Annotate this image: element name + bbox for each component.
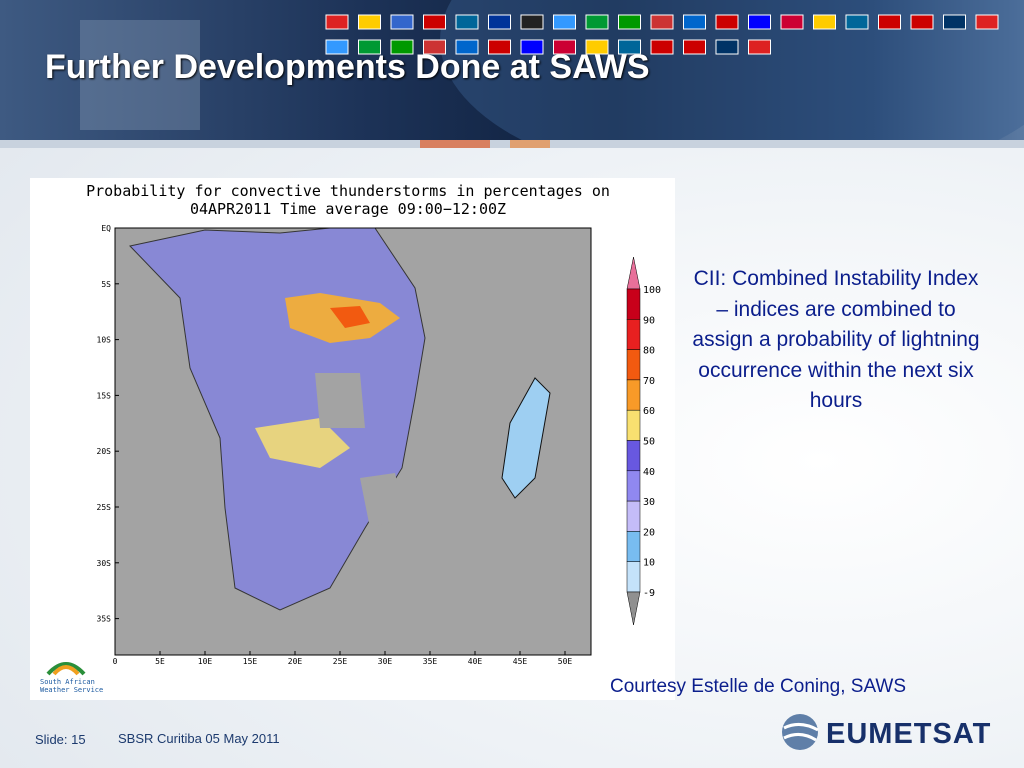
footer-event: SBSR Curitiba 05 May 2011	[118, 731, 280, 746]
header-art	[0, 0, 1024, 190]
flag	[390, 14, 414, 30]
saws-logo-text: Weather Service	[40, 686, 103, 694]
colorbar-segment	[626, 319, 641, 350]
lon-label: 15E	[243, 657, 258, 666]
flag	[488, 14, 511, 30]
colorbar-label: 80	[643, 346, 655, 357]
lon-label: 40E	[468, 657, 483, 666]
flag	[780, 14, 804, 30]
madagascar	[501, 377, 551, 499]
colorbar-label: 10	[643, 558, 655, 569]
lon-label: 5E	[155, 657, 165, 666]
colorbar-segment	[626, 379, 641, 411]
colorbar-segment	[626, 409, 641, 441]
lon-label: 25E	[333, 657, 348, 666]
figure-title: 04APR2011 Time average 09:00−12:00Z	[190, 200, 506, 218]
flag	[325, 39, 349, 55]
lon-label: 10E	[198, 657, 213, 666]
flag	[585, 14, 609, 30]
figure-map: Probability for convective thunderstorms…	[86, 182, 661, 666]
slide-number: Slide: 15	[35, 732, 86, 747]
flag	[390, 39, 414, 55]
flag	[358, 14, 381, 30]
flag	[813, 14, 836, 30]
lon-label: 0	[113, 657, 118, 666]
flag	[455, 39, 479, 55]
flag	[618, 14, 641, 30]
figure-panel: Probability for convective thunderstorms…	[30, 178, 675, 700]
lat-label: 5S	[101, 280, 111, 289]
colorbar-segment	[626, 440, 641, 472]
eumetsat-logo: EUMETSAT	[826, 718, 992, 750]
colorbar-label: 20	[643, 527, 655, 538]
flag	[683, 14, 706, 30]
colorbar-label: 90	[643, 315, 655, 326]
lat-label: 10S	[97, 336, 112, 345]
dry-region	[360, 473, 405, 528]
colorbar-label: 100	[643, 285, 661, 296]
flag	[650, 39, 674, 55]
colorbar-label: -9	[643, 588, 655, 599]
lon-label: 50E	[558, 657, 573, 666]
flag	[683, 39, 706, 55]
colorbar-label: 60	[643, 406, 655, 417]
lat-label: 25S	[97, 503, 112, 512]
colorbar-bottom	[626, 591, 641, 626]
flag	[878, 14, 901, 30]
courtesy: Courtesy Estelle de Coning, SAWS	[610, 676, 907, 697]
flag	[423, 14, 446, 30]
high-probability-region	[255, 418, 350, 468]
saws-logo: South African Weather Service	[40, 662, 103, 694]
colorbar-segment	[626, 349, 641, 381]
flag	[553, 39, 576, 55]
description: CII: Combined Instability Index – indice…	[692, 267, 980, 412]
flag	[650, 14, 674, 30]
lat-label: 15S	[97, 391, 112, 400]
colorbar-segment	[626, 288, 641, 320]
lon-label: 35E	[423, 657, 438, 666]
slide-title: Further Developments Done at SAWS	[45, 48, 650, 86]
saws-logo-text: South African	[40, 678, 95, 686]
flag	[325, 14, 349, 30]
figure-title: Probability for convective thunderstorms…	[86, 182, 610, 200]
eumetsat-globe	[782, 714, 819, 750]
dry-region	[315, 373, 365, 428]
flag	[748, 14, 771, 30]
flag	[488, 39, 511, 55]
colorbar-label: 50	[643, 437, 655, 448]
header-banner	[0, 0, 1024, 190]
flag	[715, 14, 739, 30]
flag	[845, 14, 869, 30]
flag	[423, 39, 446, 55]
high-probability-region	[330, 306, 370, 328]
lat-label: 35S	[97, 615, 112, 624]
lon-label: 45E	[513, 657, 528, 666]
flag	[618, 39, 641, 55]
colorbar-label: 30	[643, 497, 655, 508]
colorbar-segment	[626, 561, 641, 593]
lat-label: 20S	[97, 447, 112, 456]
flag	[975, 14, 999, 30]
colorbar-segment	[626, 531, 641, 562]
flag	[910, 14, 934, 30]
colorbar-label: 40	[643, 467, 655, 478]
lon-label: 30E	[378, 657, 393, 666]
flag	[358, 39, 381, 55]
colorbar-segment	[626, 500, 641, 532]
flag	[520, 14, 544, 30]
flag	[715, 39, 739, 55]
lat-label: 30S	[97, 559, 112, 568]
lon-label: 20E	[288, 657, 303, 666]
flag	[553, 14, 576, 30]
flag	[520, 39, 544, 55]
flag	[455, 14, 479, 30]
flag	[585, 39, 609, 55]
flag	[748, 39, 771, 55]
colorbar-top	[626, 256, 641, 290]
lat-label: EQ	[101, 224, 111, 233]
flag	[943, 14, 966, 30]
colorbar-segment	[626, 470, 641, 502]
colorbar-label: 70	[643, 376, 655, 387]
